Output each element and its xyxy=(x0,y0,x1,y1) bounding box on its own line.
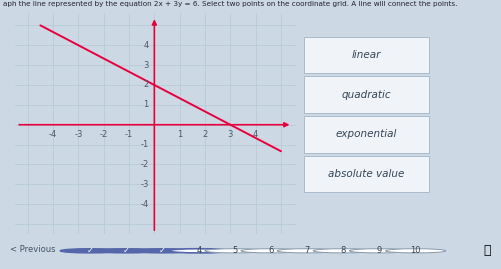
Text: 1: 1 xyxy=(177,130,182,139)
Text: -1: -1 xyxy=(125,130,133,139)
Circle shape xyxy=(96,249,156,253)
Circle shape xyxy=(132,249,192,253)
Text: quadratic: quadratic xyxy=(341,90,390,100)
Circle shape xyxy=(313,249,373,253)
Text: 5: 5 xyxy=(232,246,237,255)
Text: < Previous: < Previous xyxy=(10,245,56,254)
Circle shape xyxy=(349,249,409,253)
Circle shape xyxy=(385,249,445,253)
Text: -1: -1 xyxy=(140,140,148,149)
Text: -2: -2 xyxy=(140,160,148,169)
Circle shape xyxy=(277,249,337,253)
Text: 9: 9 xyxy=(376,246,381,255)
FancyBboxPatch shape xyxy=(303,156,428,192)
Circle shape xyxy=(204,249,265,253)
Text: 4: 4 xyxy=(143,41,148,50)
Circle shape xyxy=(60,249,120,253)
Text: linear: linear xyxy=(351,50,380,60)
Text: 3: 3 xyxy=(227,130,232,139)
Circle shape xyxy=(240,249,301,253)
FancyBboxPatch shape xyxy=(303,37,428,73)
Text: 8: 8 xyxy=(340,246,345,255)
FancyBboxPatch shape xyxy=(303,76,428,113)
Text: 3: 3 xyxy=(143,61,148,70)
Text: -2: -2 xyxy=(99,130,108,139)
Text: 4: 4 xyxy=(196,246,201,255)
Text: ✓: ✓ xyxy=(87,246,94,255)
Text: 10: 10 xyxy=(410,246,420,255)
Text: aph the line represented by the equation 2x + 3y = 6. Select two points on the c: aph the line represented by the equation… xyxy=(3,1,456,7)
Circle shape xyxy=(168,249,228,253)
Text: 2: 2 xyxy=(143,80,148,90)
Text: 1: 1 xyxy=(143,100,148,109)
Text: 🙂: 🙂 xyxy=(482,244,489,257)
Text: 4: 4 xyxy=(253,130,258,139)
Text: exponential: exponential xyxy=(335,129,396,139)
Text: -3: -3 xyxy=(140,180,148,189)
Text: 2: 2 xyxy=(202,130,207,139)
Text: ✓: ✓ xyxy=(123,246,130,255)
Text: -3: -3 xyxy=(74,130,82,139)
Text: ✓: ✓ xyxy=(159,246,166,255)
Text: absolute value: absolute value xyxy=(328,169,404,179)
Text: 7: 7 xyxy=(304,246,309,255)
Text: -4: -4 xyxy=(140,200,148,209)
Text: 6: 6 xyxy=(268,246,273,255)
Text: -4: -4 xyxy=(49,130,57,139)
FancyBboxPatch shape xyxy=(303,116,428,153)
